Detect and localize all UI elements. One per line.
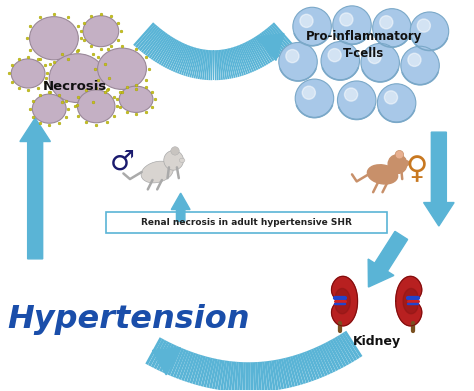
Ellipse shape xyxy=(98,48,146,90)
Circle shape xyxy=(295,79,334,118)
Text: Kidney: Kidney xyxy=(353,335,401,348)
Polygon shape xyxy=(403,289,418,314)
Circle shape xyxy=(388,155,407,174)
Text: ♂: ♂ xyxy=(109,147,135,175)
Circle shape xyxy=(321,41,359,80)
Circle shape xyxy=(408,53,421,66)
Circle shape xyxy=(337,81,376,120)
Ellipse shape xyxy=(367,165,398,184)
Circle shape xyxy=(286,50,299,63)
Text: Renal necrosis in adult hypertensive SHR: Renal necrosis in adult hypertensive SHR xyxy=(141,218,352,227)
Circle shape xyxy=(417,19,430,32)
Polygon shape xyxy=(20,118,50,259)
Circle shape xyxy=(333,6,371,44)
Circle shape xyxy=(361,43,400,82)
Polygon shape xyxy=(336,289,350,314)
Polygon shape xyxy=(368,231,408,287)
Polygon shape xyxy=(396,276,422,326)
Ellipse shape xyxy=(77,90,115,123)
Circle shape xyxy=(300,14,313,27)
Circle shape xyxy=(373,9,411,47)
Circle shape xyxy=(328,48,341,62)
Ellipse shape xyxy=(141,161,173,183)
Circle shape xyxy=(401,46,439,85)
Circle shape xyxy=(345,88,358,101)
Ellipse shape xyxy=(83,16,118,47)
Text: Pro-inflammatory
T-cells: Pro-inflammatory T-cells xyxy=(306,30,422,60)
Circle shape xyxy=(384,91,398,104)
Ellipse shape xyxy=(403,161,409,165)
Circle shape xyxy=(171,147,179,155)
Circle shape xyxy=(395,151,404,159)
Polygon shape xyxy=(256,34,284,60)
Ellipse shape xyxy=(29,17,78,60)
Ellipse shape xyxy=(119,86,153,113)
Ellipse shape xyxy=(32,94,66,123)
Ellipse shape xyxy=(179,158,185,162)
Circle shape xyxy=(380,16,393,29)
Bar xyxy=(106,212,387,233)
Ellipse shape xyxy=(11,59,45,88)
Text: Necrosis: Necrosis xyxy=(43,81,107,93)
Circle shape xyxy=(302,86,315,99)
Polygon shape xyxy=(424,132,454,226)
Circle shape xyxy=(340,13,353,26)
Circle shape xyxy=(293,7,331,46)
Text: ♀: ♀ xyxy=(405,155,428,184)
Circle shape xyxy=(410,12,449,50)
Polygon shape xyxy=(153,348,181,375)
Polygon shape xyxy=(171,193,190,221)
Ellipse shape xyxy=(49,54,106,102)
Circle shape xyxy=(164,151,183,170)
Polygon shape xyxy=(331,276,357,326)
Circle shape xyxy=(377,84,416,122)
Circle shape xyxy=(368,50,381,64)
Circle shape xyxy=(279,43,317,81)
Text: Hypertension: Hypertension xyxy=(7,305,249,335)
